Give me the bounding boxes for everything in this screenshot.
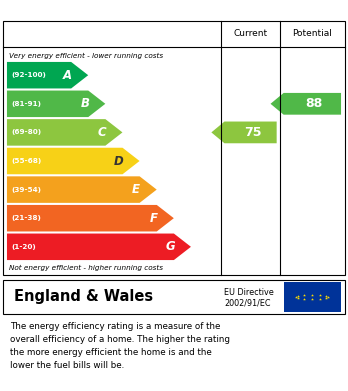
Polygon shape: [7, 233, 191, 260]
Text: 88: 88: [306, 97, 323, 110]
Text: (21-38): (21-38): [11, 215, 41, 221]
Polygon shape: [7, 91, 105, 117]
Text: (1-20): (1-20): [11, 244, 36, 250]
Polygon shape: [7, 176, 157, 203]
Text: EU Directive: EU Directive: [224, 288, 274, 297]
Polygon shape: [270, 93, 341, 115]
Text: Energy Efficiency Rating: Energy Efficiency Rating: [9, 9, 211, 23]
Polygon shape: [7, 119, 122, 146]
Text: D: D: [114, 154, 124, 167]
Polygon shape: [7, 62, 88, 88]
Text: C: C: [98, 126, 106, 139]
Polygon shape: [7, 148, 140, 174]
Text: (69-80): (69-80): [11, 129, 41, 135]
Text: Potential: Potential: [292, 29, 332, 38]
Polygon shape: [211, 122, 277, 143]
Text: (92-100): (92-100): [11, 72, 46, 78]
Text: Not energy efficient - higher running costs: Not energy efficient - higher running co…: [9, 265, 163, 271]
Text: F: F: [149, 212, 157, 225]
Text: (81-91): (81-91): [11, 101, 41, 107]
Polygon shape: [7, 205, 174, 231]
Text: England & Wales: England & Wales: [14, 289, 153, 305]
Bar: [284, 282, 341, 312]
Text: E: E: [132, 183, 140, 196]
Text: A: A: [63, 69, 72, 82]
Text: Current: Current: [234, 29, 268, 38]
Text: The energy efficiency rating is a measure of the
overall efficiency of a home. T: The energy efficiency rating is a measur…: [10, 322, 230, 369]
Text: 75: 75: [244, 126, 261, 139]
Text: (39-54): (39-54): [11, 187, 41, 193]
Text: (55-68): (55-68): [11, 158, 41, 164]
Text: B: B: [80, 97, 89, 110]
Text: G: G: [166, 240, 175, 253]
Text: Very energy efficient - lower running costs: Very energy efficient - lower running co…: [9, 53, 163, 59]
Text: 2002/91/EC: 2002/91/EC: [224, 298, 271, 307]
